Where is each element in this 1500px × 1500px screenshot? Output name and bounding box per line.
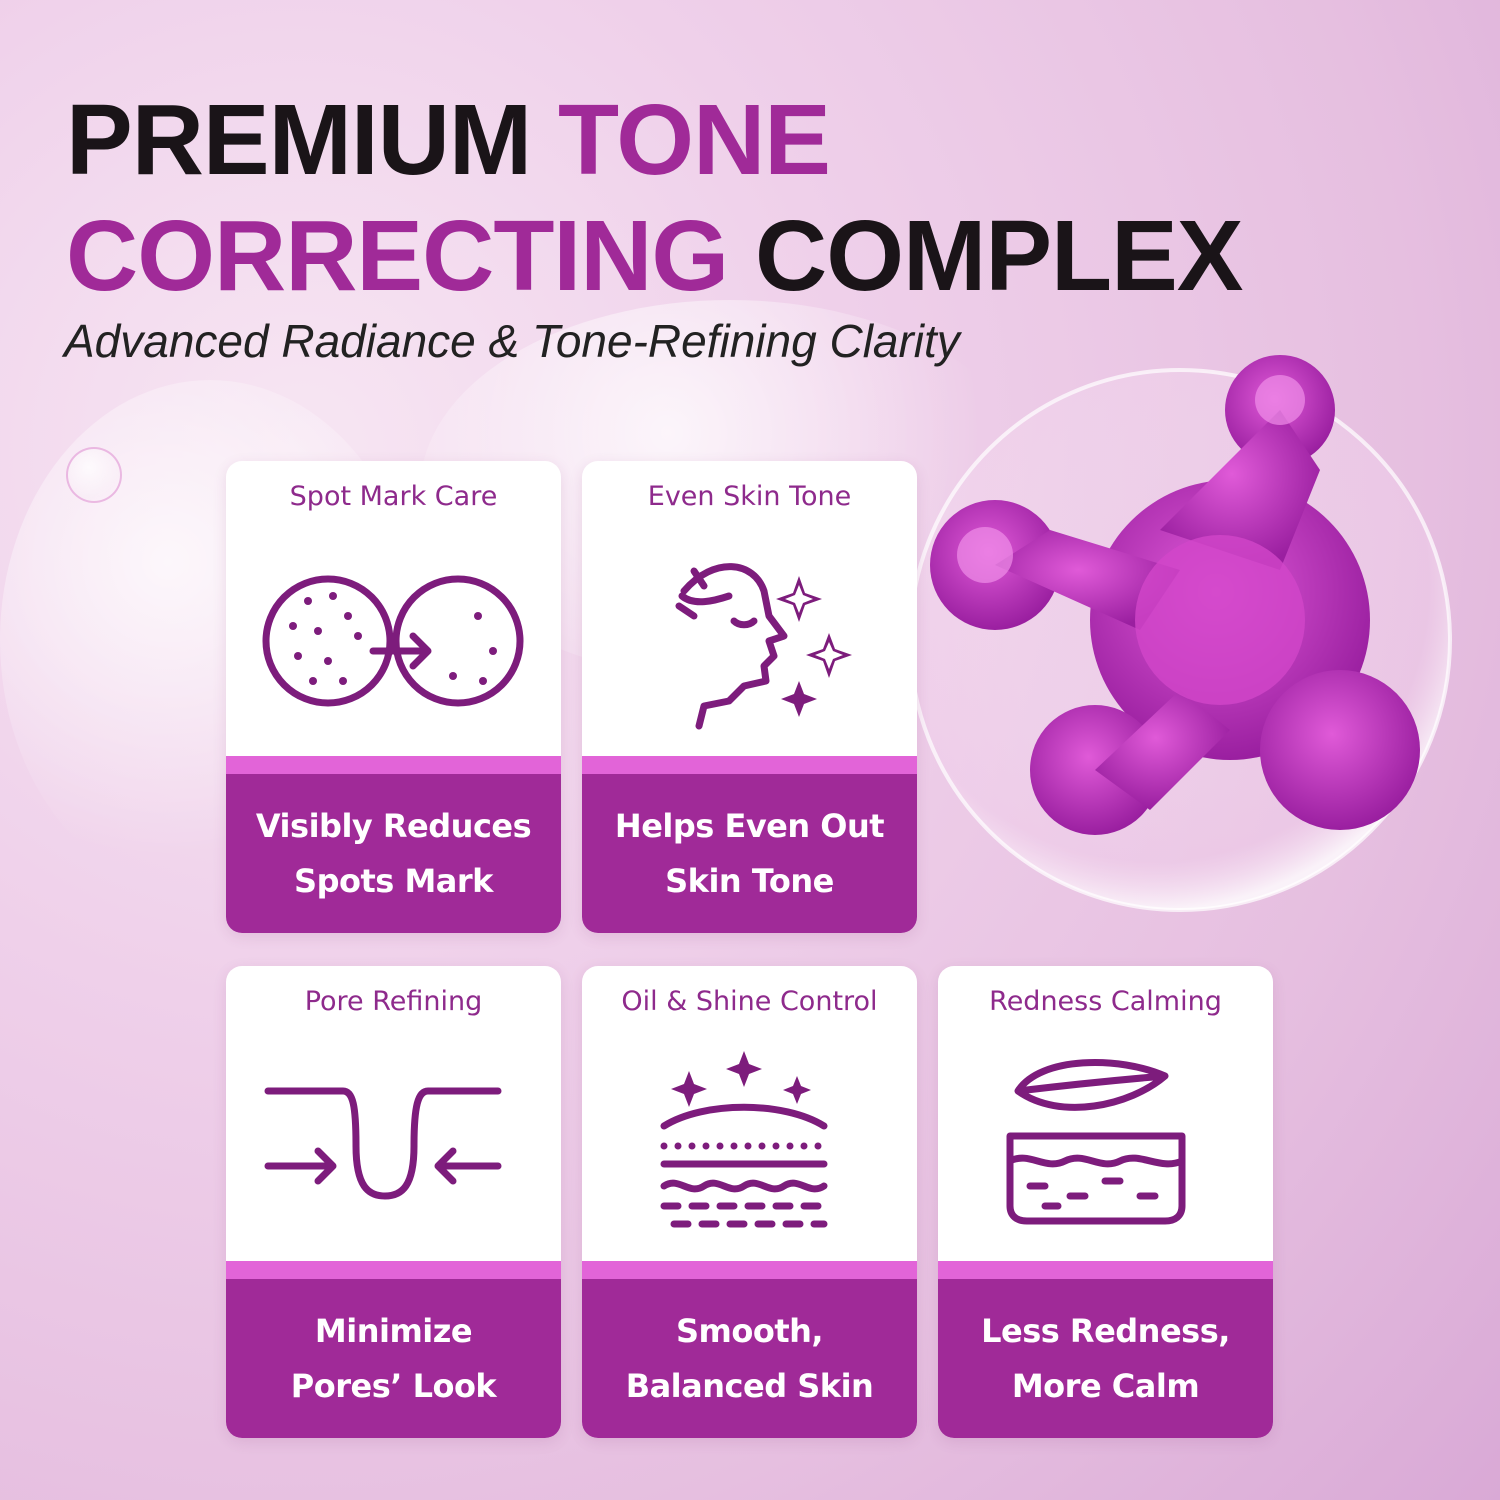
card-benefit-text: Helps Even Out Skin Tone	[614, 806, 885, 900]
card-accent-band	[226, 756, 561, 774]
card-benefit-text: Less Redness, More Calm	[981, 1311, 1230, 1405]
feature-card-redness-calming: Redness Calming Less Redness, More Calm	[938, 966, 1273, 1438]
card-accent-band	[938, 1261, 1273, 1279]
card-title: Oil & Shine Control	[621, 986, 878, 1017]
card-benefit: Smooth, Balanced Skin	[582, 1279, 917, 1438]
card-benefit: Helps Even Out Skin Tone	[582, 774, 917, 933]
card-title: Pore Refining	[304, 986, 483, 1017]
card-accent-band	[582, 1261, 917, 1279]
headline: PREMIUM TONE CORRECTING COMPLEX	[66, 82, 1446, 314]
pore-shrink-icon	[264, 1087, 502, 1200]
leaf-skin-icon	[1006, 1058, 1186, 1225]
card-title: Even Skin Tone	[647, 481, 852, 512]
feature-card-even-skin-tone: Even Skin Tone Helps Even Out Skin Tone	[582, 461, 917, 933]
card-accent-band	[582, 756, 917, 774]
card-accent-band	[226, 1261, 561, 1279]
card-benefit-text: Smooth, Balanced Skin	[625, 1311, 874, 1405]
feature-card-pore-refining: Pore Refining Minimize Pores’ Look	[226, 966, 561, 1438]
feature-card-spot-mark-care: Spot Mark Care Visibly Reduces Spots Mar…	[226, 461, 561, 933]
card-title: Redness Calming	[989, 986, 1222, 1017]
card-benefit: Visibly Reduces Spots Mark	[226, 774, 561, 933]
background-bubble	[66, 447, 122, 503]
feature-card-oil-shine-control: Oil & Shine Control Smooth, Balanced Ski…	[582, 966, 917, 1438]
skin-layers-sparkle-icon	[660, 1051, 828, 1228]
spot-to-clear-icon	[262, 575, 524, 707]
card-title: Spot Mark Care	[289, 481, 498, 512]
subtitle: Advanced Radiance & Tone-Refining Clarit…	[64, 315, 960, 367]
card-benefit-text: Visibly Reduces Spots Mark	[255, 806, 532, 900]
headline-word: COMPLEX	[755, 200, 1243, 312]
headline-word: PREMIUM	[66, 84, 532, 196]
headline-word-accent: TONE	[558, 84, 831, 196]
headline-word-accent: CORRECTING	[66, 200, 729, 312]
card-benefit-text: Minimize Pores’ Look	[290, 1311, 497, 1405]
molecule-bubble-illustration	[908, 355, 1452, 912]
card-benefit: Less Redness, More Calm	[938, 1279, 1273, 1438]
face-sparkle-icon	[675, 563, 852, 730]
card-benefit: Minimize Pores’ Look	[226, 1279, 561, 1438]
